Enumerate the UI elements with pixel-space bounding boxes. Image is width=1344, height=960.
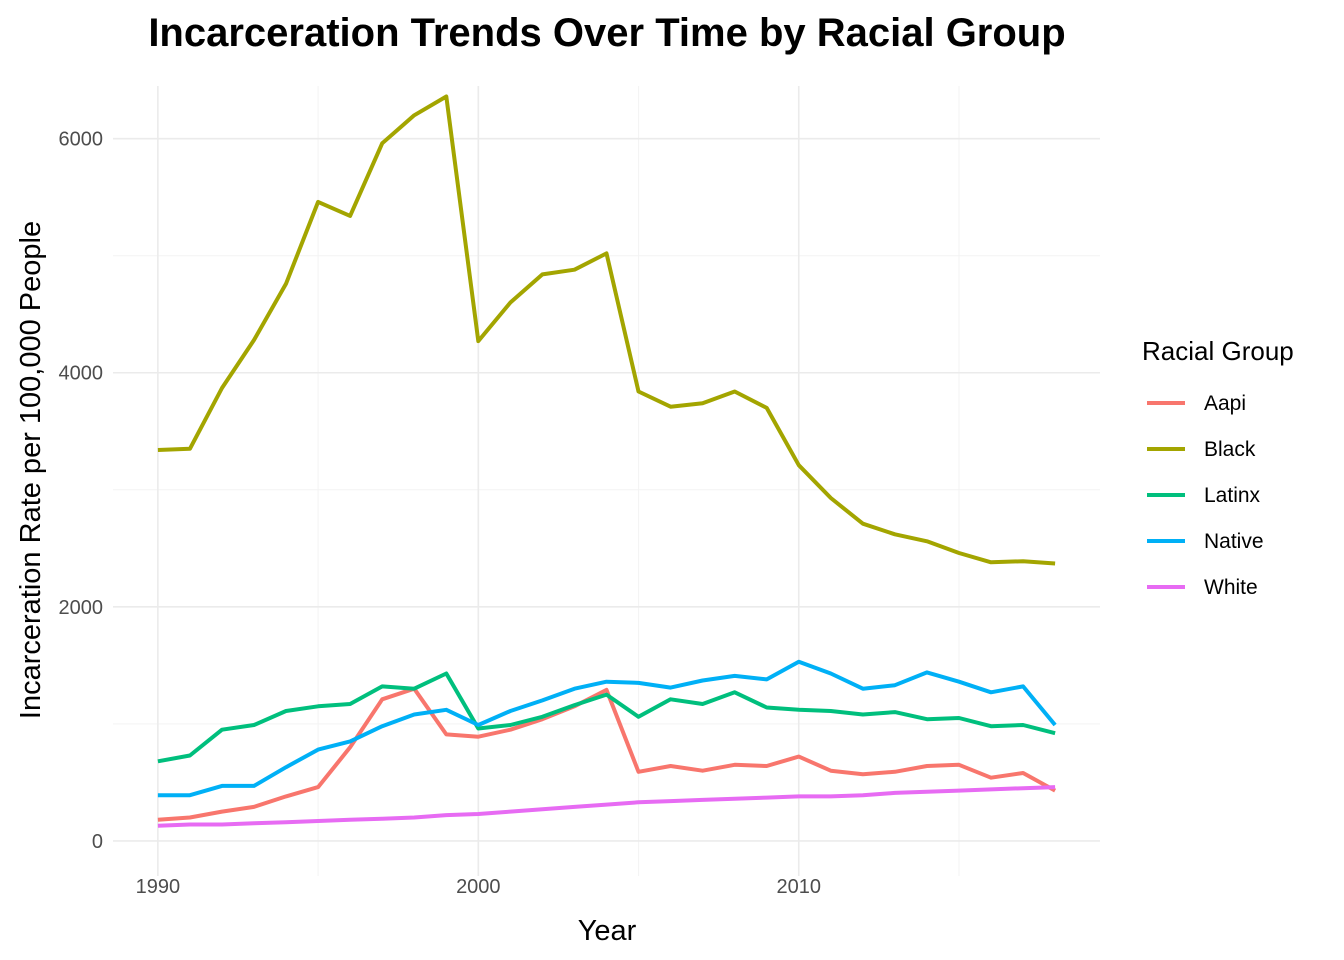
series-line-white	[157, 785, 1056, 828]
series-line-aapi	[157, 686, 1057, 822]
series-line-latinx	[157, 671, 1056, 764]
legend-label-white: White	[1204, 576, 1258, 599]
x-tick-label: 2010	[777, 876, 822, 898]
x-tick-label: 2000	[456, 876, 501, 898]
y-axis-title: Incarceration Rate per 100,000 People	[15, 221, 47, 719]
grid-lines	[113, 86, 1100, 876]
legend-title: Racial Group	[1142, 336, 1294, 366]
y-tick-label: 6000	[59, 129, 104, 151]
legend: Racial Group Aapi Black Latinx Native White	[1142, 336, 1294, 599]
series-line-native	[157, 659, 1057, 798]
chart-title: Incarceration Trends Over Time by Racial…	[148, 11, 1065, 55]
y-axis-tick-labels: 0 2000 4000 6000	[59, 129, 104, 853]
x-tick-label: 1990	[136, 876, 181, 898]
legend-label-black: Black	[1204, 438, 1256, 461]
x-axis-tick-labels: 1990 2000 2010	[136, 876, 821, 898]
y-tick-label: 2000	[59, 597, 104, 619]
x-axis-title: Year	[578, 915, 637, 947]
y-tick-label: 0	[92, 831, 103, 853]
legend-label-native: Native	[1204, 530, 1264, 553]
series-lines	[157, 94, 1057, 828]
y-tick-label: 4000	[59, 363, 104, 385]
series-line-black	[157, 94, 1056, 566]
legend-label-latinx: Latinx	[1204, 484, 1261, 507]
legend-items: Aapi Black Latinx Native White	[1147, 392, 1264, 599]
legend-label-aapi: Aapi	[1204, 392, 1246, 415]
